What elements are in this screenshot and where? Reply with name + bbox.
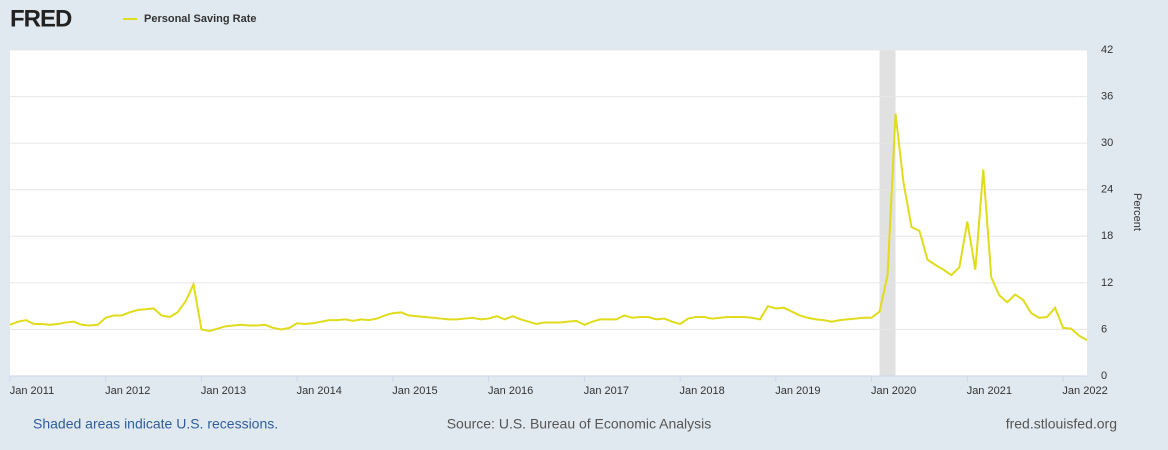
y-tick-label: 18 <box>1101 230 1113 242</box>
x-tick-label: Jan 2012 <box>105 385 150 397</box>
y-tick-label: 36 <box>1101 90 1113 102</box>
x-tick-label: Jan 2017 <box>584 385 629 397</box>
y-tick-label: 24 <box>1101 184 1113 196</box>
x-tick-label: Jan 2018 <box>680 385 725 397</box>
footer-source: Source: U.S. Bureau of Economic Analysis <box>447 416 712 432</box>
y-tick-label: 30 <box>1101 137 1113 149</box>
y-tick-label: 0 <box>1101 370 1107 382</box>
footer-url: fred.stlouisfed.org <box>1006 416 1117 432</box>
x-tick-label: Jan 2021 <box>967 385 1012 397</box>
y-tick-label: 42 <box>1101 44 1113 56</box>
y-axis-label: Percent <box>1131 193 1143 231</box>
x-tick-label: Jan 2020 <box>871 385 916 397</box>
x-tick-label: Jan 2013 <box>201 385 246 397</box>
y-tick-label: 12 <box>1101 277 1113 289</box>
x-tick-label: Jan 2022 <box>1062 385 1107 397</box>
footer-note: Shaded areas indicate U.S. recessions. <box>33 416 278 432</box>
x-tick-label: Jan 2014 <box>297 385 342 397</box>
logo: FRED <box>10 5 72 32</box>
x-tick-label: Jan 2011 <box>10 385 54 397</box>
legend-label: Personal Saving Rate <box>144 13 257 25</box>
recession-shade <box>879 50 896 376</box>
y-tick-label: 6 <box>1101 323 1107 335</box>
x-tick-label: Jan 2016 <box>488 385 533 397</box>
x-tick-label: Jan 2019 <box>775 385 820 397</box>
series-line <box>9 113 1088 342</box>
x-tick-label: Jan 2015 <box>392 385 437 397</box>
plot-area <box>10 50 1087 376</box>
